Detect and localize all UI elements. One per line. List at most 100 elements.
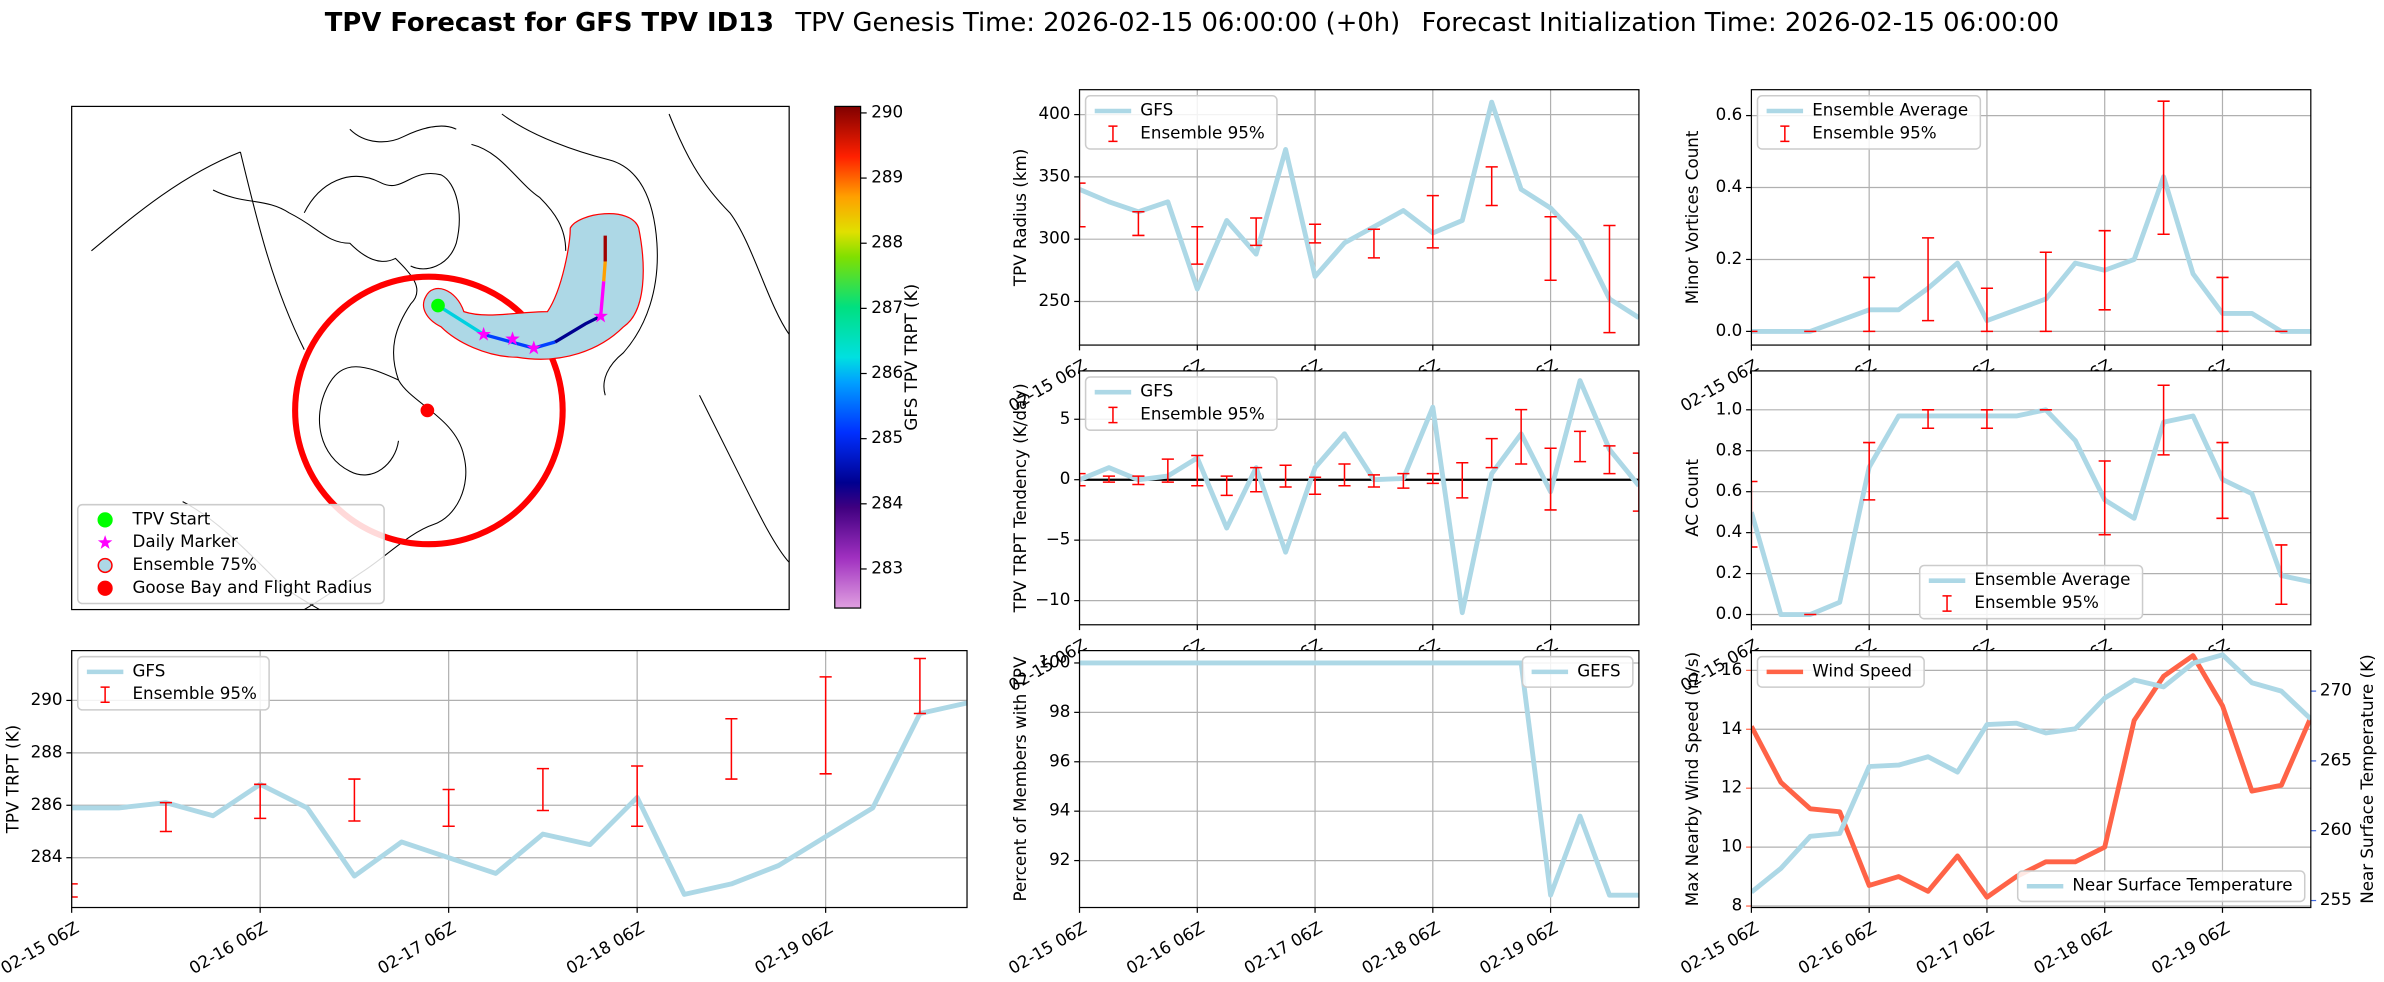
legend-label: Ensemble 95% xyxy=(132,683,256,703)
y-tick-label: 10 xyxy=(1721,836,1742,856)
legend-label: Ensemble 95% xyxy=(1140,403,1264,423)
error-bar xyxy=(2216,441,2229,520)
error-bar xyxy=(1367,228,1381,259)
error-bar xyxy=(631,765,644,828)
error-bar xyxy=(1426,194,1439,249)
legend-box xyxy=(76,655,270,711)
error-bar xyxy=(1751,480,1758,548)
error-bar xyxy=(1397,472,1410,489)
legend-box xyxy=(1521,655,1634,688)
error-bar xyxy=(1921,409,1935,429)
error-bar xyxy=(1544,215,1557,282)
series-line xyxy=(1079,99,1639,320)
error-bar xyxy=(2098,229,2111,311)
y-tick-label: 0.8 xyxy=(1716,439,1743,459)
plot-content xyxy=(1751,89,2311,346)
y-tick-label: 0.2 xyxy=(1716,562,1743,582)
y2-tick-label: 265 xyxy=(2320,749,2352,769)
legend: Near Surface Temperature xyxy=(2016,870,2306,903)
colorbar-tick-label: 290 xyxy=(871,101,903,121)
error-bar xyxy=(1191,454,1204,487)
y-tick-label: 350 xyxy=(1038,165,1070,185)
coastline xyxy=(668,113,790,335)
plot-area xyxy=(1079,650,1639,908)
error-bar xyxy=(536,767,549,812)
error-bar xyxy=(159,801,172,833)
coastline xyxy=(318,366,400,476)
y2-tick-label: 260 xyxy=(2320,819,2352,839)
y-tick-label: 94 xyxy=(1049,800,1070,820)
legend: TPV Start Daily Marker Ensemble 75% Goose B… xyxy=(76,503,385,605)
coastline xyxy=(501,113,658,396)
legend-box xyxy=(1756,655,1925,688)
legend-label: Ensemble Average xyxy=(1812,99,1968,119)
error-bar xyxy=(1426,472,1439,485)
y-tick-label: 14 xyxy=(1721,718,1742,738)
error-bar xyxy=(1921,237,1935,322)
y-tick-label: 400 xyxy=(1038,103,1070,123)
coastline xyxy=(699,394,790,563)
goose-bay xyxy=(420,403,435,418)
coastline xyxy=(91,151,241,252)
y-tick-label: 98 xyxy=(1049,701,1070,721)
error-bar xyxy=(1079,182,1086,228)
legend-errorbar xyxy=(1108,125,1118,143)
colorbar-label: GFS TPV TRPT (K) xyxy=(901,284,921,431)
y-axis-label: Minor Vortices Count xyxy=(1682,130,1702,304)
legend-errorbar xyxy=(1780,125,1790,143)
error-bar xyxy=(1863,441,1876,501)
y-tick-label: 100 xyxy=(1038,651,1070,671)
legend-box xyxy=(1084,95,1278,150)
y-tick-label: −5 xyxy=(1046,529,1071,549)
plot-frame xyxy=(1750,650,2312,909)
y-axis-label: TPV TRPT (K) xyxy=(2,725,22,834)
legend-label: Ensemble 75% xyxy=(132,554,256,574)
error-bar xyxy=(2157,100,2170,236)
error-bar xyxy=(1279,464,1292,488)
y-tick-label: 0.0 xyxy=(1716,603,1743,623)
colorbar-tick-label: 289 xyxy=(871,167,903,187)
colorbar-tick-label: 284 xyxy=(871,492,903,512)
coastline xyxy=(471,143,567,251)
legend-label: Wind Speed xyxy=(1812,660,1912,680)
y-tick-label: 96 xyxy=(1049,750,1070,770)
error-bar xyxy=(1161,458,1174,483)
y-tick-label: 284 xyxy=(31,846,63,866)
legend-label: Daily Marker xyxy=(132,531,238,551)
legend-errorbar xyxy=(1108,406,1118,424)
error-bar xyxy=(1544,447,1557,511)
error-bar xyxy=(1632,452,1639,512)
error-bar xyxy=(1079,472,1086,487)
error-bar xyxy=(1515,408,1528,465)
y-axis-label: AC Count xyxy=(1682,459,1702,537)
y-tick-label: 92 xyxy=(1049,849,1070,869)
error-bar xyxy=(1485,166,1498,207)
error-bar xyxy=(1191,225,1204,265)
y-tick-label: −10 xyxy=(1035,589,1070,609)
y2-axis-label: Near Surface Temperature (K) xyxy=(2357,654,2377,903)
error-bar xyxy=(725,718,738,780)
error-bar xyxy=(1250,217,1263,247)
error-bar xyxy=(1367,474,1381,488)
error-bar xyxy=(1102,475,1116,483)
legend-box xyxy=(1756,95,1982,150)
colorbar-tick-label: 285 xyxy=(871,427,903,447)
y-tick-label: 0 xyxy=(1060,468,1071,488)
error-bar xyxy=(913,657,926,715)
flight-radius xyxy=(292,273,566,548)
error-bar xyxy=(2157,384,2170,456)
y-tick-label: 0.4 xyxy=(1716,176,1743,196)
legend-box xyxy=(1918,564,2144,620)
y-tick-label: 286 xyxy=(31,794,63,814)
plot-frame xyxy=(1078,89,1640,346)
legend-box xyxy=(2016,870,2306,903)
error-bar xyxy=(1456,462,1469,499)
y-tick-label: 12 xyxy=(1721,777,1742,797)
plot-frame xyxy=(1078,650,1640,909)
y-axis-label: TPV Radius (km) xyxy=(1010,149,1030,287)
y2-tick-label: 255 xyxy=(2320,889,2352,909)
y-tick-label: 5 xyxy=(1060,408,1071,428)
